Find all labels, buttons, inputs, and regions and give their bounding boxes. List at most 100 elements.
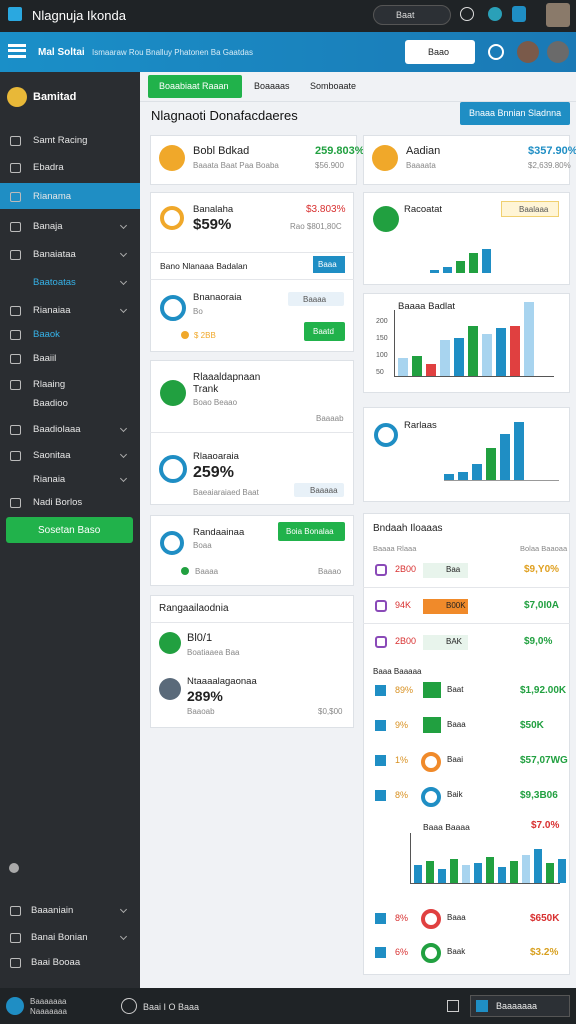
action-button-label[interactable]: Bnaaa Bnnian Sladnna [469,108,562,118]
sidebar-item[interactable]: Banaja [33,221,63,232]
row-pct: 2B00 [395,564,417,574]
avatar [546,3,570,27]
divider [150,432,354,433]
chart-bar [522,855,530,883]
card-sub: Baaoab [187,707,215,716]
chip-label: Baaaaa [310,486,338,495]
app-title: Nlagnuja Ikonda [32,8,126,23]
chart-bar [454,338,464,376]
sidebar-item[interactable]: Nadi Borlos [33,497,83,508]
bottom-icon [447,1000,459,1012]
sidebar-footer-item[interactable]: Baai Booaa [31,957,81,968]
search-field[interactable] [373,5,451,25]
sidebar-item[interactable]: Baaok [33,329,60,340]
row-icon [375,685,386,696]
sidebar-item[interactable]: Rianaia [33,474,66,485]
chart-bar [444,474,454,480]
tab-active[interactable] [148,75,242,98]
action-button[interactable] [460,102,570,125]
sidebar-item[interactable]: Baadiolaaa [33,424,81,435]
sidebar-item[interactable]: Baatoatas [33,277,76,288]
card-right: $0,$00 [318,707,343,716]
chart-bar [412,356,422,376]
sidebar-icon [10,425,21,435]
chart-bar [438,869,446,883]
row-value: $9,3B06 [520,790,558,801]
card-sub: Boatiaaea Baa [187,648,240,657]
card-value: $59% [193,216,232,233]
sidebar-footer-item[interactable]: Banai Bonian [31,932,88,943]
small-button-label[interactable]: Baaa [318,260,337,269]
chart-bar [514,422,524,480]
sidebar-item[interactable]: Saonitaa [33,450,71,461]
sidebar-item[interactable]: Ebadra [33,162,64,173]
kpi-sub: Baaata Baat Paa Boaba [193,161,279,170]
donut [160,206,184,230]
row-value: $650K [530,913,560,924]
card-sub: Boaa [193,541,212,550]
sidebar-icon [10,354,21,364]
sidebar-button[interactable] [6,517,133,543]
sidebar-button-label[interactable]: Sosetan Baso [38,525,101,536]
sidebar-item[interactable]: Rianaiaa [33,305,71,316]
chart-title: Baaa Baaaa [423,822,470,832]
row-badge: Baaa [447,720,466,729]
row-chip [423,717,441,733]
chart-bar [430,270,439,273]
row-pct: 8% [395,913,409,923]
card [363,407,570,502]
chart-bar [510,861,518,883]
table-head: Baaaa Rlaaa [373,544,417,553]
sidebar-item[interactable]: Samt Racing [33,135,88,146]
row-pct: 6% [395,947,409,957]
top-bar [0,0,576,32]
table-head: Bolaa Baaoaa [520,544,568,553]
row-badge: Baik [447,790,463,799]
small-button[interactable] [313,256,345,273]
row-pct: 8% [395,790,409,800]
row-pct: 89% [395,685,414,695]
chart-bar [474,863,482,883]
sidebar-item[interactable]: Baaiil [33,353,57,364]
kpi-icon [159,145,185,171]
header-bar [0,32,576,72]
bottom-button[interactable] [470,995,570,1017]
axis [444,480,559,481]
sidebar-footer-item[interactable]: Baaaniain [31,905,74,916]
row-value: $7,0I0A [524,600,560,611]
chart-bar [524,302,534,376]
chart-bar [486,448,496,480]
tab[interactable]: Boaaaas [254,81,290,91]
green-button-label[interactable]: Boia Bonalaa [286,527,334,536]
chart-bar [482,334,492,376]
card-title: Rarlaas [404,420,437,431]
chart-value: $7.0% [531,820,560,831]
card [363,513,570,975]
chart-bar [510,326,520,376]
tab[interactable]: Boaabiaat Raaan [159,81,229,91]
row-value: $9,Y0% [524,564,560,575]
sidebar-item[interactable]: Rianama [33,191,72,202]
tab[interactable]: Somboaate [310,81,357,91]
y-tick-label: 150 [376,335,388,342]
green-button[interactable] [304,322,345,341]
sidebar-item[interactable]: Baadioo [33,398,68,409]
sidebar-icon [10,250,21,260]
sidebar-item[interactable]: Rlaaing [33,379,66,390]
chart-bar [468,326,478,376]
green-button-label[interactable]: Baatd [313,327,334,336]
chart-bar [500,434,510,480]
header-search[interactable] [405,40,475,64]
card-icon [159,678,181,700]
donut [159,455,187,483]
card-right: Baaao [318,567,342,576]
row-chip [423,599,468,614]
row-donut [421,787,441,807]
row-icon [375,720,386,731]
bottom-right[interactable]: Baaaaaaa [496,1001,538,1011]
green-button[interactable] [278,522,345,541]
sidebar-item[interactable]: Banaiataa [33,249,76,260]
sidebar-icon [10,330,21,340]
bottom-button-icon [476,1000,488,1012]
